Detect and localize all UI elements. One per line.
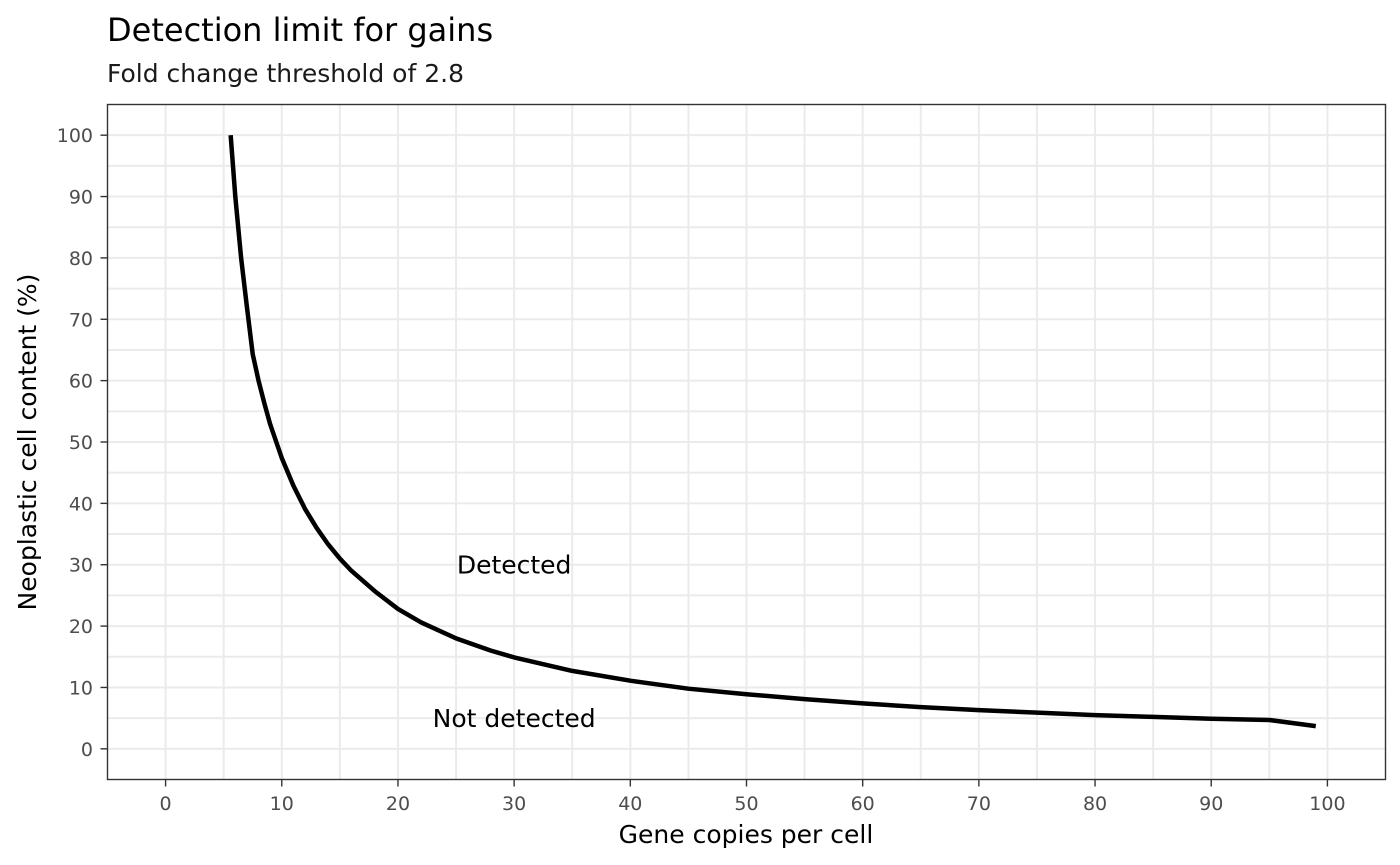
y-tick-label: 30 [69, 555, 93, 577]
y-axis-title: Neoplastic cell content (%) [13, 274, 42, 611]
chart-subtitle: Fold change threshold of 2.8 [107, 59, 464, 88]
x-tick-label: 60 [851, 793, 875, 815]
x-tick-label: 30 [502, 793, 526, 815]
chart-title: Detection limit for gains [107, 11, 493, 49]
y-tick-label: 10 [69, 677, 93, 699]
x-tick-label: 70 [967, 793, 991, 815]
not-detected-label: Not detected [433, 704, 596, 733]
x-tick-label: 40 [618, 793, 642, 815]
y-tick-label: 50 [69, 432, 93, 454]
y-tick-label: 20 [69, 616, 93, 638]
y-tick-label: 70 [69, 309, 93, 331]
curve-layer [228, 135, 1317, 729]
grid-lines [107, 104, 1386, 780]
x-tick-label: 90 [1199, 793, 1223, 815]
x-tick-label: 0 [160, 793, 172, 815]
y-tick-label: 90 [69, 187, 93, 209]
detected-label: Detected [457, 551, 572, 580]
y-tick-label: 0 [81, 739, 93, 761]
detection-limit-curve [228, 135, 1317, 729]
x-tick-label: 80 [1083, 793, 1107, 815]
y-tick-label: 60 [69, 371, 93, 393]
x-tick-label: 50 [734, 793, 758, 815]
y-tick-label: 100 [57, 125, 93, 147]
axis-ticks [100, 134, 1329, 787]
x-tick-label: 100 [1309, 793, 1345, 815]
x-axis-title: Gene copies per cell [619, 820, 874, 849]
x-tick-labels: 0 10 20 30 40 50 60 70 80 90 100 [160, 793, 1346, 815]
y-tick-labels: 0 10 20 30 40 50 60 70 80 90 100 [57, 125, 93, 761]
x-tick-label: 20 [386, 793, 410, 815]
y-tick-label: 40 [69, 493, 93, 515]
x-tick-label: 10 [270, 793, 294, 815]
y-tick-label: 80 [69, 248, 93, 270]
annotations: Detected Not detected [433, 551, 596, 733]
